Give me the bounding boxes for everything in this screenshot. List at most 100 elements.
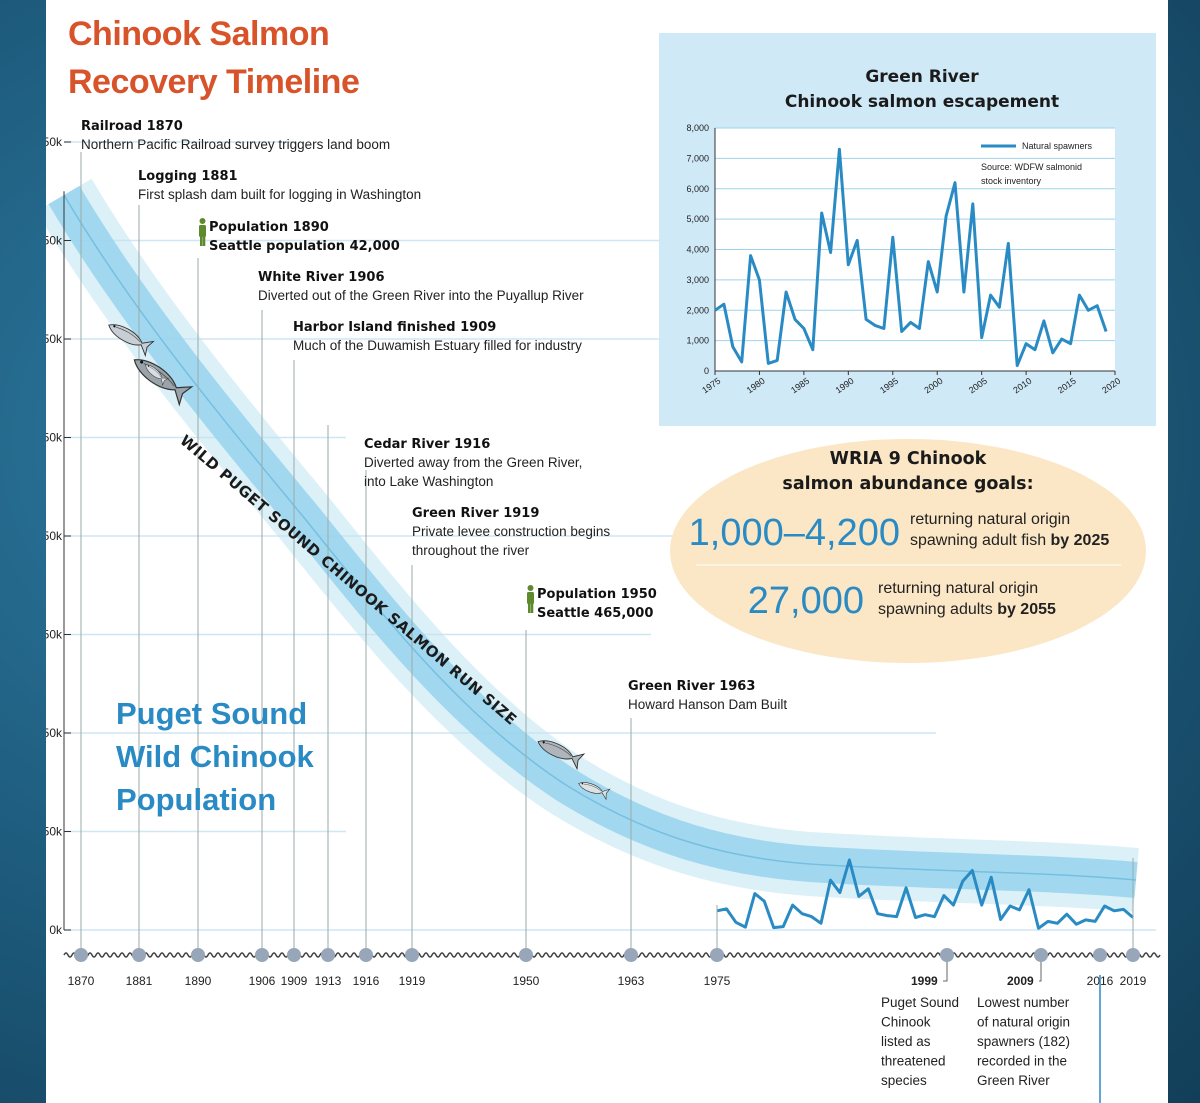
- note-year: 1999: [911, 974, 938, 988]
- inset-y-tick-label: 0: [704, 366, 709, 376]
- inset-y-tick-label: 1,000: [686, 336, 709, 346]
- event-desc: Seattle 465,000: [537, 606, 653, 621]
- timeline-chart: 750k 650k 550k 450k 350k 250k 150k 50k 0k Railro…: [46, 33, 1161, 1103]
- inset-y-tick-label: 7,000: [686, 153, 709, 163]
- salmon-body: [108, 324, 155, 358]
- inset-y-tick-label: 3,000: [686, 275, 709, 285]
- goals-title: salmon abundance goals:: [782, 474, 1033, 494]
- note-line: Green River: [977, 1073, 1050, 1088]
- infographic-card: Chinook Salmon Recovery Timeline 750k 650…: [46, 0, 1168, 1103]
- event-title: Population 1890: [209, 220, 329, 235]
- goal-number: 1,000–4,200: [689, 512, 900, 554]
- goal-number: 27,000: [748, 580, 864, 622]
- timeline-year-label: 1913: [315, 974, 342, 988]
- run-size-trend-line: [63, 194, 1137, 881]
- timeline-dot: [132, 948, 146, 962]
- salmon-icon: [537, 740, 586, 771]
- event-title: Harbor Island finished 1909: [293, 320, 496, 335]
- goals-title: WRIA 9 Chinook: [830, 449, 987, 469]
- event-desc: Diverted away from the Green River,: [364, 455, 582, 470]
- timeline-year-label: 2019: [1120, 974, 1147, 988]
- salmon-eye: [542, 741, 545, 744]
- person-icon: [199, 218, 206, 224]
- source-note: Source: WDFW salmonid: [981, 162, 1082, 172]
- title-line-1: Chinook Salmon: [68, 15, 330, 53]
- population-label: Puget Sound: [116, 696, 307, 731]
- timeline-year-label: 1909: [281, 974, 308, 988]
- person-icon-leg: [202, 236, 206, 246]
- note-line: listed as: [881, 1034, 931, 1049]
- person-icon-body: [199, 225, 206, 237]
- goal-text: spawning adults by 2055: [878, 601, 1056, 618]
- y-tick-label: 250k: [46, 628, 63, 642]
- y-tick-label: 350k: [46, 529, 63, 543]
- timeline-year-label: 1963: [618, 974, 645, 988]
- y-tick-label: 150k: [46, 726, 63, 740]
- salmon-stripe: [583, 783, 602, 792]
- y-tick-label: 450k: [46, 431, 63, 445]
- event-title: Cedar River 1916: [364, 437, 490, 452]
- note-line: recorded in the: [977, 1054, 1067, 1069]
- timeline-dot: [255, 948, 269, 962]
- person-icon-leg: [200, 236, 203, 246]
- timeline-year-label: 1906: [249, 974, 276, 988]
- salmon-body: [145, 364, 170, 386]
- inset-title: Green River: [865, 67, 979, 87]
- timeline-dot: [1093, 948, 1107, 962]
- legend-label: Natural spawners: [1022, 141, 1093, 151]
- y-tick-label: 50k: [46, 825, 63, 839]
- event-title: White River 1906: [258, 270, 384, 285]
- event-desc: Diverted out of the Green River into the…: [258, 288, 584, 303]
- person-icon-body: [527, 592, 534, 604]
- y-tick-label: 650k: [46, 234, 63, 248]
- timeline-dot: [519, 948, 533, 962]
- event-desc: into Lake Washington: [364, 474, 493, 489]
- timeline-dot: [710, 948, 724, 962]
- note-year: 2009: [1007, 974, 1034, 988]
- salmon-body: [578, 782, 611, 801]
- note-line: spawners (182): [977, 1034, 1070, 1049]
- timeline-dot: [940, 948, 954, 962]
- inset-title: Chinook salmon escapement: [785, 92, 1059, 112]
- event-desc: Seattle population 42,000: [209, 239, 400, 254]
- timeline-year-label: 1881: [126, 974, 153, 988]
- note-line: species: [881, 1073, 927, 1088]
- timeline-dot: [405, 948, 419, 962]
- timeline-dot: [1034, 948, 1048, 962]
- salmon-stripe: [115, 326, 141, 343]
- inset-y-tick-label: 8,000: [686, 123, 709, 133]
- population-label: Population: [116, 782, 276, 817]
- salmon-stripe: [149, 366, 162, 378]
- goal-text: spawning adult fish by 2025: [910, 532, 1109, 549]
- timeline-dot: [287, 948, 301, 962]
- goal-text-plain: spawning adult fish: [910, 532, 1051, 549]
- page-title: Chinook Salmon Recovery Timeline: [68, 10, 488, 106]
- timeline-dot: [624, 948, 638, 962]
- event-desc: Much of the Duwamish Estuary filled for …: [293, 338, 582, 353]
- event-title: Logging 1881: [138, 169, 238, 184]
- salmon-stripe: [545, 742, 572, 757]
- y-tick-label: 750k: [46, 135, 63, 149]
- event-title: Green River 1963: [628, 679, 755, 694]
- note-line: Puget Sound: [881, 995, 959, 1010]
- timeline-dot: [74, 948, 88, 962]
- timeline-year-label: 1890: [185, 974, 212, 988]
- timeline-dot: [191, 948, 205, 962]
- inset-y-tick-label: 6,000: [686, 184, 709, 194]
- note-line: Lowest number: [977, 995, 1070, 1010]
- salmon-body: [537, 740, 586, 771]
- note-line: Chinook: [881, 1015, 931, 1030]
- recent-escapement-line: [716, 858, 1134, 930]
- salmon-eye: [581, 782, 584, 785]
- note-connector: [1039, 962, 1042, 982]
- goals-ellipse: [670, 439, 1146, 663]
- event-title: Population 1950: [537, 587, 657, 602]
- person-icon-leg: [530, 603, 534, 613]
- person-icon: [527, 585, 534, 591]
- y-tick-label: 0k: [49, 923, 63, 937]
- note-line: of natural origin: [977, 1015, 1070, 1030]
- timeline-dot: [321, 948, 335, 962]
- salmon-icon: [145, 364, 170, 386]
- goal-text-plain: spawning adults: [878, 601, 997, 618]
- timeline-year-label: 1919: [399, 974, 426, 988]
